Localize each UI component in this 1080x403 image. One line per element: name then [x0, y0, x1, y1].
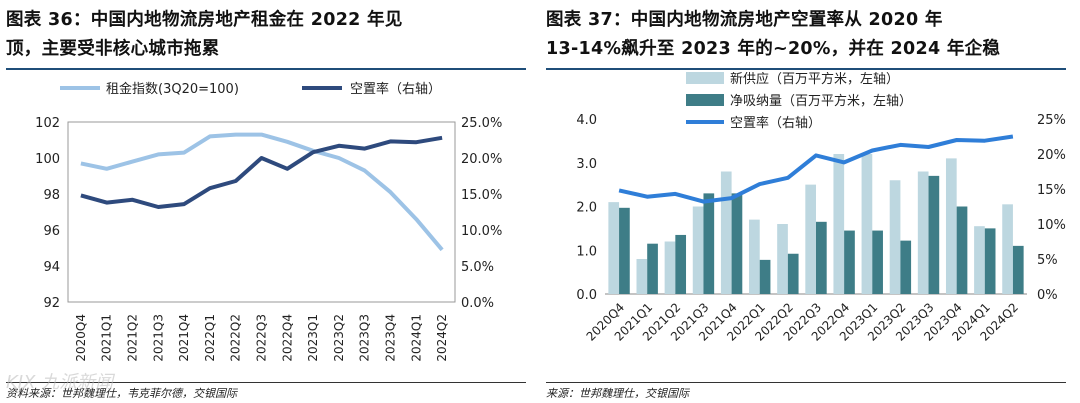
net-absorption-bar: [928, 175, 940, 294]
net-absorption-bar: [787, 253, 799, 294]
left-chart-panel: 图表 36：中国内地物流房地产租金在 2022 年见 顶，主要受非核心城市拖累 …: [6, 6, 531, 400]
new-supply-bar: [608, 202, 620, 294]
new-supply-bar: [974, 226, 985, 294]
y-left-tick-label: 102: [35, 116, 60, 131]
y-left-tick-label: 1.0: [576, 244, 597, 259]
x-tick-label: 2023Q1: [306, 314, 320, 362]
net-absorption-bar: [731, 193, 743, 294]
x-tick-label: 2021Q1: [100, 314, 114, 362]
legend-supply-swatch: [686, 72, 724, 84]
x-tick-label: 2024Q2: [435, 314, 449, 362]
left-source-rule: [6, 382, 526, 383]
right-source-rule: [546, 382, 1066, 383]
net-absorption-bar: [900, 240, 912, 294]
y-left-tick-label: 98: [43, 188, 60, 203]
y-right-tick-label: 20%: [1037, 148, 1066, 163]
watermark-logo: KIX 九派新闻: [6, 372, 114, 393]
x-tick-label: 2022Q4: [280, 314, 294, 362]
right-title-line1: 图表 37：中国内地物流房地产空置率从 2020 年: [546, 10, 943, 30]
y-left-tick-label: 0.0: [576, 288, 597, 303]
net-absorption-bar: [844, 230, 855, 294]
y-left-tick-label: 100: [35, 152, 60, 167]
x-tick-label: 2021Q4: [177, 314, 191, 362]
right-title-line2: 13-14%飙升至 2023 年的~20%，并在 2024 年企稳: [546, 39, 1001, 59]
net-absorption-bar: [675, 234, 687, 294]
x-tick-label: 2021Q3: [151, 314, 165, 362]
net-absorption-bar: [816, 221, 827, 294]
legend-rent-label: 租金指数(3Q20=100): [106, 81, 239, 97]
y-left-tick-label: 3.0: [576, 157, 597, 172]
new-supply-bar: [749, 219, 760, 294]
y-right-tick-label: 15.0%: [461, 188, 502, 203]
y-left-tick-label: 92: [43, 296, 60, 311]
x-tick-label: 2024Q1: [409, 314, 423, 362]
y-right-tick-label: 5%: [1037, 253, 1058, 268]
net-absorption-bar: [647, 243, 658, 294]
new-supply-bar: [945, 158, 957, 294]
new-supply-bar: [1002, 204, 1013, 294]
net-absorption-bar: [984, 228, 996, 294]
plot-frame: [67, 121, 456, 303]
new-supply-bar: [720, 171, 732, 294]
left-chart-svg: 租金指数(3Q20=100) 空置率（右轴） 92 94 96 98 100 102 0.0% 5…: [35, 81, 502, 362]
right-chart-svg: 新供应（百万平方米，左轴） 净吸纳量（百万平方米，左轴） 空置率（右轴） 0.0 1.0…: [576, 72, 1066, 344]
net-absorption-bar: [759, 259, 771, 294]
net-absorption-bar: [872, 230, 883, 294]
vacancy-rate-line: [80, 135, 443, 209]
y-right-tick-label: 0%: [1037, 288, 1058, 303]
y-left-tick-label: 4.0: [576, 113, 597, 128]
new-supply-bar: [889, 180, 901, 294]
y-left-tick-label: 94: [43, 260, 60, 275]
x-tick-label: 2023Q4: [384, 314, 398, 362]
left-title-rule: [6, 68, 526, 70]
new-supply-bar: [805, 184, 816, 294]
new-supply-bar: [692, 206, 704, 294]
x-tick-label: 2022Q2: [229, 314, 243, 362]
left-chart-title: 图表 36：中国内地物流房地产租金在 2022 年见 顶，主要受非核心城市拖累: [6, 6, 531, 64]
net-absorption-bar: [619, 207, 630, 294]
left-source-text: 资料来源：世邦魏理仕，韦克菲尔德，交银国际: [6, 387, 237, 400]
x-tick-label: 2020Q4: [74, 314, 88, 362]
left-title-line1: 图表 36：中国内地物流房地产租金在 2022 年见: [6, 10, 403, 30]
rent-index-line: [80, 132, 444, 252]
left-title-line2: 顶，主要受非核心城市拖累: [6, 39, 220, 59]
new-supply-bar: [777, 224, 788, 294]
net-absorption-bar: [1012, 245, 1024, 294]
y-right-tick-label: 20.0%: [461, 152, 502, 167]
net-absorption-bar: [703, 193, 715, 294]
legend-absorption-label: 净吸纳量（百万平方米，左轴）: [730, 93, 912, 109]
legend-vacancy-label: 空置率（右轴）: [350, 81, 441, 97]
x-tick-label: 2021Q2: [126, 314, 140, 362]
x-tick-label: 2023Q2: [332, 314, 346, 362]
x-tick-label: 2023Q3: [358, 314, 372, 362]
y-right-tick-label: 5.0%: [461, 260, 494, 275]
new-supply-bar: [861, 154, 873, 294]
net-absorption-bar: [956, 206, 968, 294]
y-right-tick-label: 25%: [1037, 113, 1066, 128]
new-supply-bar: [833, 154, 845, 294]
y-right-tick-label: 25.0%: [461, 116, 502, 131]
x-tick-label: 2022Q3: [255, 314, 269, 362]
legend-supply-label: 新供应（百万平方米，左轴）: [730, 72, 899, 87]
y-right-tick-label: 15%: [1037, 183, 1066, 198]
y-right-tick-label: 10%: [1037, 218, 1066, 233]
new-supply-bar: [917, 171, 929, 294]
y-left-tick-label: 2.0: [576, 201, 597, 216]
legend-vacancy-label: 空置率（右轴）: [730, 115, 821, 131]
right-source-text: 来源：世邦魏理仕，交银国际: [546, 387, 689, 400]
new-supply-bar: [636, 259, 648, 294]
right-chart-panel: 图表 37：中国内地物流房地产空置率从 2020 年 13-14%飙升至 202…: [540, 0, 1080, 403]
y-left-tick-label: 96: [43, 224, 60, 239]
right-chart-title: 图表 37：中国内地物流房地产空置率从 2020 年 13-14%飙升至 202…: [546, 6, 1071, 64]
new-supply-bar: [664, 241, 676, 294]
right-title-rule: [546, 68, 1066, 70]
legend-absorption-swatch: [686, 94, 724, 106]
x-tick-label: 2022Q1: [203, 314, 217, 362]
y-right-tick-label: 0.0%: [461, 296, 494, 311]
y-right-tick-label: 10.0%: [461, 224, 502, 239]
